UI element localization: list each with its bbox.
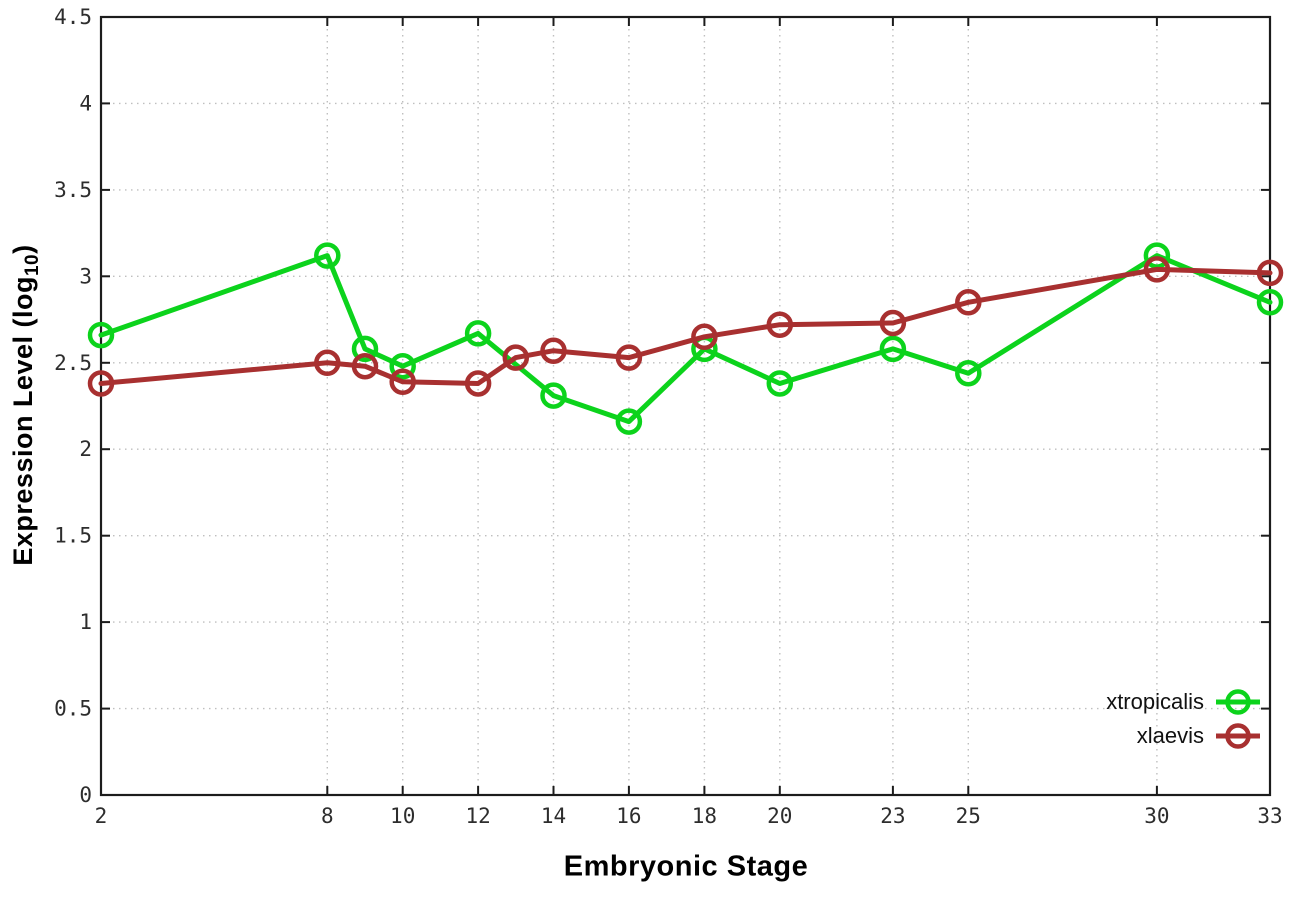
svg-text:23: 23 <box>880 804 905 828</box>
data-point-xlaevis <box>615 344 643 371</box>
data-point-xtropicalis <box>540 382 567 409</box>
svg-text:1.5: 1.5 <box>54 524 92 548</box>
data-point-xtropicalis <box>1143 242 1171 269</box>
svg-text:3: 3 <box>79 264 92 288</box>
svg-text:1: 1 <box>79 610 92 634</box>
svg-text:0: 0 <box>79 783 92 807</box>
svg-text:12: 12 <box>465 804 490 828</box>
data-point-xlaevis <box>351 352 379 380</box>
svg-text:20: 20 <box>767 804 792 828</box>
data-point-xtropicalis <box>879 335 907 363</box>
data-point-xlaevis <box>1256 259 1284 287</box>
data-point-xlaevis <box>314 349 341 377</box>
data-point-xtropicalis <box>314 242 341 269</box>
data-point-xtropicalis <box>351 335 379 363</box>
data-point-xlaevis <box>540 337 567 364</box>
svg-text:18: 18 <box>692 804 717 828</box>
x-tick-labels: 2 8 10 12 14 16 18 20 23 25 30 33 <box>95 804 1283 828</box>
y-axis-title-suffix: ) <box>7 244 38 254</box>
data-point-xlaevis <box>691 323 718 351</box>
svg-text:25: 25 <box>956 804 981 828</box>
legend-marker-xtropicalis <box>1216 689 1260 715</box>
legend: xtropicalis xlaevis <box>1106 687 1262 751</box>
data-point-xtropicalis <box>615 408 643 435</box>
plot-border <box>99 15 1272 797</box>
svg-text:4.5: 4.5 <box>54 5 92 29</box>
series-xlaevis <box>87 256 1284 397</box>
svg-text:0.5: 0.5 <box>54 697 92 721</box>
data-point-xtropicalis <box>87 321 115 349</box>
svg-text:14: 14 <box>541 804 566 828</box>
y-axis-title-subscript: 10 <box>22 253 44 277</box>
data-point-xlaevis <box>87 370 115 397</box>
svg-text:30: 30 <box>1144 804 1169 828</box>
legend-label-xtropicalis: xtropicalis <box>1106 689 1204 714</box>
x-axis-title: Embryonic Stage <box>563 850 809 883</box>
legend-label-xlaevis: xlaevis <box>1136 723 1204 748</box>
gridlines <box>100 16 1271 796</box>
data-point-xtropicalis <box>389 352 416 380</box>
data-point-xlaevis <box>766 311 794 338</box>
series-xtropicalis <box>87 242 1284 435</box>
data-point-xlaevis <box>879 309 907 337</box>
data-point-xlaevis <box>502 344 530 371</box>
svg-text:2: 2 <box>95 804 108 828</box>
y-tick-labels: 0 0.5 1 1.5 2 2.5 3 3.5 4 4.5 <box>54 5 92 807</box>
data-point-xtropicalis <box>464 320 492 347</box>
svg-text:8: 8 <box>321 804 334 828</box>
data-point-xlaevis <box>389 368 416 396</box>
svg-text:10: 10 <box>390 804 415 828</box>
svg-text:33: 33 <box>1257 804 1282 828</box>
data-point-xtropicalis <box>1256 289 1284 316</box>
series-line-xtropicalis <box>98 253 1273 425</box>
svg-text:3.5: 3.5 <box>54 178 92 202</box>
y-axis-title: Expression Level (log10) <box>8 244 44 565</box>
svg-text:2: 2 <box>79 437 92 461</box>
legend-marker-xlaevis <box>1216 723 1260 749</box>
svg-text:16: 16 <box>616 804 641 828</box>
tick-marks <box>100 16 1271 796</box>
y-axis-title-text: Expression Level (log <box>7 276 38 566</box>
svg-text:4: 4 <box>79 91 92 115</box>
data-point-xtropicalis <box>766 370 794 397</box>
svg-text:2.5: 2.5 <box>54 351 92 375</box>
data-point-xlaevis <box>955 289 982 316</box>
legend-item-xtropicalis: xtropicalis <box>1106 687 1262 717</box>
data-point-xlaevis <box>1143 256 1171 283</box>
legend-item-xlaevis: xlaevis <box>1137 721 1262 751</box>
data-point-xtropicalis <box>955 359 982 387</box>
data-point-xlaevis <box>464 370 492 397</box>
